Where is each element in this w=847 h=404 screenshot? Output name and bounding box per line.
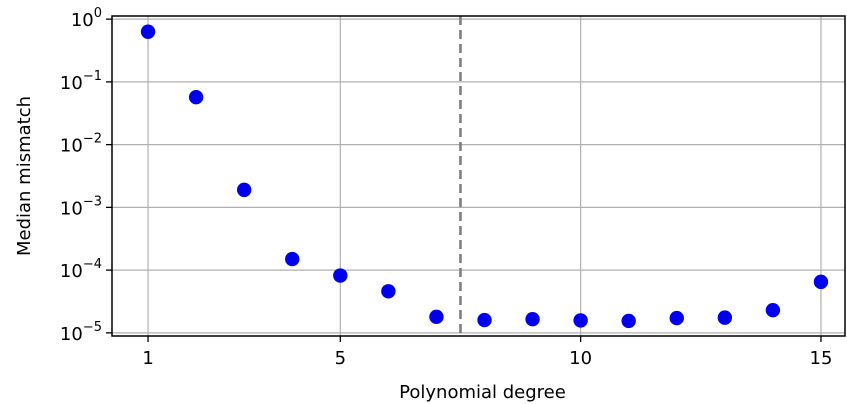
data-point [188,90,204,105]
x-tick-label: 10 [569,348,592,369]
x-tick-label: 5 [335,348,346,369]
data-point [621,313,636,329]
data-point [236,182,252,198]
data-point [285,251,300,267]
x-axis-ticks: 1 5 10 15 [142,336,832,369]
y-tick-label: 10−1 [60,69,102,94]
data-point [140,24,156,39]
data-point [573,313,588,328]
y-tick-label: 10−3 [60,194,102,219]
y-tick-label: 10−5 [60,320,102,345]
y-tick-label: 10−4 [60,257,102,282]
y-axis-label: Median mismatch [14,96,35,256]
y-tick-label: 100 [71,6,102,31]
y-tick-label: 10−2 [60,132,102,157]
data-point [765,302,781,318]
x-tick-label: 1 [142,348,153,369]
grid [112,16,845,336]
data-point [333,268,348,283]
data-points [140,24,829,329]
data-point [477,312,492,328]
data-point [813,274,829,290]
x-tick-label: 15 [810,348,833,369]
data-point [717,310,733,325]
y-axis-ticks: 100 10−1 10−2 10−3 10−4 10−5 [60,6,112,345]
data-point [669,310,684,326]
data-point [429,309,444,325]
data-point [381,284,396,299]
plot-frame [111,15,846,337]
x-axis-label: Polynomial degree [399,382,566,403]
data-point [525,312,540,327]
